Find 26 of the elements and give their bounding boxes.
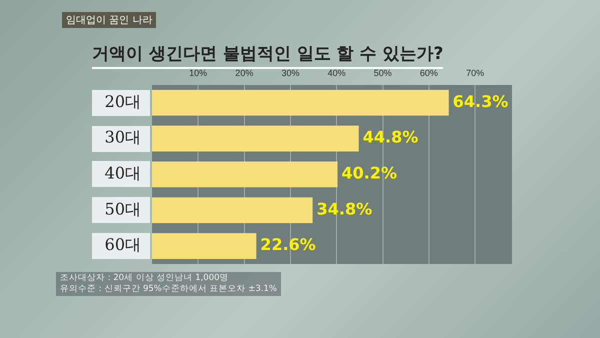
text: 임대업이 꿈인 나라 bbox=[62, 12, 156, 28]
x-tick-label: 50% bbox=[374, 68, 392, 78]
bar bbox=[152, 197, 313, 224]
x-tick-label: 40% bbox=[328, 68, 346, 78]
data-label: 34.8% bbox=[316, 199, 372, 218]
data-label: 64.3% bbox=[452, 92, 508, 111]
x-tick-label: 60% bbox=[420, 68, 438, 78]
bar bbox=[152, 233, 256, 259]
x-tick-label: 30% bbox=[281, 68, 300, 78]
y-tick-label: 50대 bbox=[104, 199, 141, 218]
data-label: 40.2% bbox=[342, 164, 398, 183]
bar bbox=[152, 126, 359, 152]
y-tick-label: 40대 bbox=[104, 164, 141, 183]
x-tick-label: 70% bbox=[466, 68, 484, 78]
y-tick-label: 60대 bbox=[104, 235, 141, 254]
x-tick-label: 20% bbox=[235, 68, 254, 78]
bar bbox=[152, 162, 338, 188]
y-tick-label: 20대 bbox=[104, 92, 141, 111]
bar bbox=[152, 90, 449, 116]
data-label: 44.8% bbox=[362, 128, 418, 147]
x-tick-label: 10% bbox=[189, 68, 208, 78]
chart-title: 거액이 생긴다면 불법적인 일도 할 수 있는가? bbox=[92, 42, 444, 69]
y-tick-label: 30대 bbox=[104, 128, 141, 147]
text: 유의수준 : 신뢰구간 95%수준하에서 표본오차 ±3.1% bbox=[60, 284, 277, 295]
text: 조사대상자 : 20세 이상 성인남녀 1,000명 bbox=[60, 273, 230, 284]
data-label: 22.6% bbox=[260, 235, 316, 254]
